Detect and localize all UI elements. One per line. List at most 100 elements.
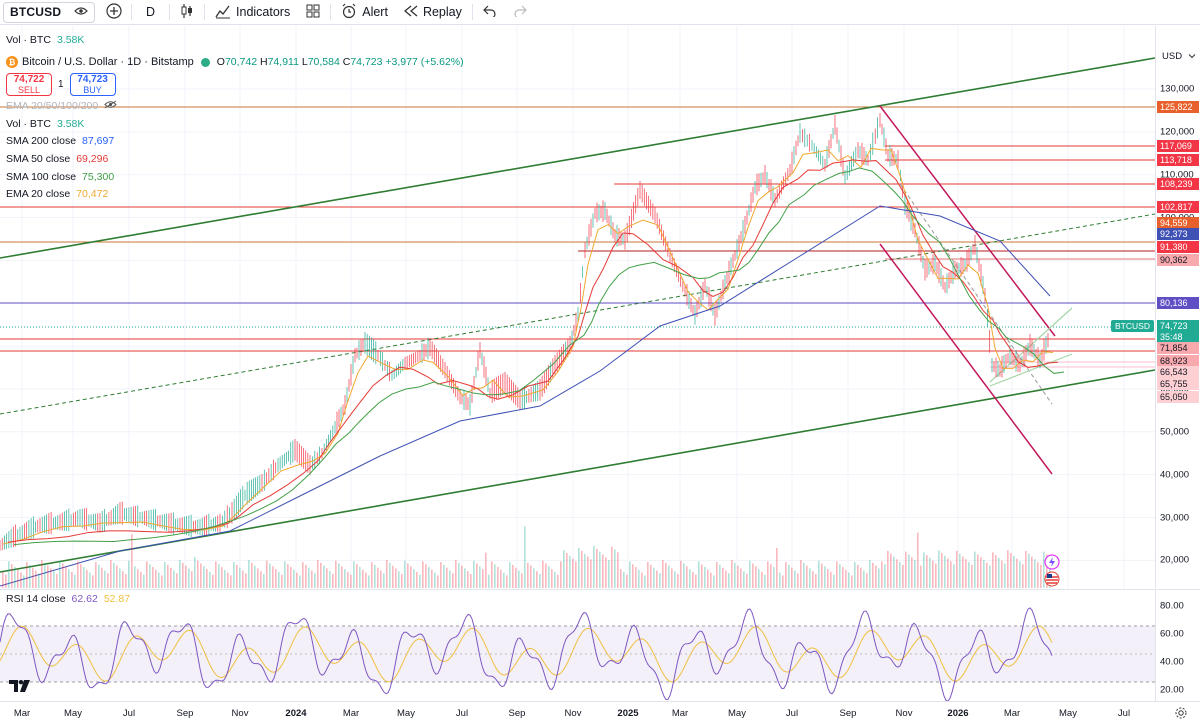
volume-bar [542, 560, 544, 588]
price-level-badge[interactable]: 117,069 [1157, 140, 1199, 152]
legend-sma200[interactable]: SMA 200 close 87,697 [6, 133, 464, 151]
time-tick: Jul [455, 708, 469, 719]
volume-bar [200, 563, 202, 588]
price-level-badge[interactable]: 91,380 [1157, 241, 1199, 253]
volume-bar [257, 568, 259, 588]
interval-button[interactable]: D [134, 0, 167, 25]
volume-bar [326, 568, 328, 588]
price-level-badge[interactable]: 71,854 [1157, 342, 1199, 354]
volume-bar [266, 560, 268, 588]
price-level-badge[interactable]: 108,239 [1157, 178, 1199, 190]
symbol-title[interactable]: Bitcoin / U.S. Dollar · 1D · Bitstamp [22, 55, 194, 68]
legend-sma100[interactable]: SMA 100 close 75,300 [6, 169, 464, 187]
volume-bar [791, 567, 793, 588]
price-level-badge[interactable]: 113,718 [1157, 154, 1199, 166]
currency-label[interactable]: USD [1162, 51, 1183, 62]
price-level-badge[interactable]: 68,923 [1157, 355, 1199, 367]
volume-bar [53, 571, 55, 588]
legend-ema20[interactable]: EMA 20 close 70,472 [6, 186, 464, 204]
price-level-badge[interactable]: 66,543 [1157, 366, 1199, 378]
gear-icon[interactable] [1174, 706, 1188, 723]
price-level-badge[interactable]: 102,817 [1157, 201, 1199, 213]
price-level-badge[interactable]: 94,559 [1157, 217, 1199, 229]
compare-button[interactable] [99, 0, 129, 25]
hidden-eye-icon[interactable] [104, 98, 117, 116]
legend-sma50[interactable]: SMA 50 close 69,296 [6, 151, 464, 169]
volume-bar [41, 560, 43, 588]
volume-bar [449, 570, 451, 588]
buy-button[interactable]: 74,723 BUY [69, 73, 116, 97]
volume-bar [29, 564, 31, 588]
volume-bar [17, 569, 19, 588]
volume-bar [65, 566, 67, 588]
price-level-badge[interactable]: 65,755 [1157, 378, 1199, 390]
time-tick: Mar [671, 708, 689, 719]
sma100-line [13, 167, 1065, 546]
volume-bar [350, 574, 352, 588]
sell-button[interactable]: 74,722 SELL [6, 73, 52, 97]
rsi-axis[interactable]: 80.00 60.00 40.00 20.00 [1155, 589, 1200, 701]
volume-bar [302, 562, 304, 588]
volume-bar [989, 565, 991, 588]
volume-bar [344, 569, 346, 588]
rsi-legend[interactable]: RSI 14 close 62.62 52.87 [6, 593, 130, 605]
candles-icon [180, 3, 194, 22]
replay-button[interactable]: Replay [396, 0, 470, 25]
volume-bar [242, 570, 244, 588]
price-level-badge[interactable]: 92,373 [1157, 228, 1199, 240]
redo-button[interactable] [505, 0, 535, 25]
time-axis[interactable]: Mar May Jul Sep Nov 2024 Mar May Jul Sep Nov 2025 Ma… [0, 701, 1200, 724]
rising-wedge-lower [989, 353, 1073, 387]
volume-bar [554, 571, 556, 588]
undo-button[interactable] [475, 0, 505, 25]
sma50-value: 69,296 [76, 152, 109, 165]
price-level-badge[interactable]: 35:48 [1157, 331, 1199, 343]
layout-button[interactable] [298, 0, 328, 25]
volume-bar [467, 571, 469, 588]
price-level-badge[interactable]: 74,723 [1157, 320, 1199, 332]
volume-bar [833, 574, 835, 588]
legend-volume[interactable]: Vol · BTC 3.58K [6, 116, 464, 134]
price-axis[interactable]: USD 130,000120,000110,000100,00090,00080… [1155, 26, 1200, 588]
volume-bar [854, 562, 856, 588]
price-level-badge[interactable]: 80,136 [1157, 297, 1199, 309]
price-level-badge[interactable]: 65,050 [1157, 391, 1199, 403]
channel-upper-line [0, 57, 1155, 259]
indicators-button[interactable]: Indicators [207, 0, 298, 25]
volume-bar [551, 569, 553, 588]
alert-button[interactable]: Alert [333, 0, 396, 25]
price-level-badge[interactable]: 90,362 [1157, 254, 1199, 266]
volume-bar [263, 574, 265, 588]
sell-label: SELL [17, 85, 41, 96]
volume-bar [509, 562, 511, 588]
volume-bar [944, 555, 946, 588]
buy-price: 74,723 [77, 74, 108, 86]
price-level-badge[interactable]: 125,822 [1157, 101, 1199, 113]
volume-bar [476, 563, 478, 588]
rsi-canvas[interactable] [0, 590, 1155, 701]
price-chart-canvas[interactable] [0, 26, 1155, 588]
chart-type-button[interactable] [172, 0, 202, 25]
volume-bar [365, 572, 367, 588]
volume-bar [815, 574, 817, 588]
us-flag-event-icon[interactable] [1044, 571, 1060, 592]
rsi-pane[interactable] [0, 589, 1155, 701]
volume-bar [311, 570, 313, 588]
volume-bar [623, 571, 625, 588]
tradingview-logo-icon[interactable] [9, 679, 31, 697]
volume-bar [416, 571, 418, 588]
volume-bar [398, 571, 400, 588]
volume-bar [11, 564, 13, 588]
volume-bar [755, 566, 757, 588]
volume-bar [218, 564, 220, 588]
rsi-label: RSI 14 close [6, 593, 66, 605]
symbol-search[interactable]: BTCUSD [3, 1, 95, 23]
dividends-event-icon[interactable] [1044, 554, 1060, 575]
legend-ema-group[interactable]: EMA 20/50/100/200 [6, 98, 464, 116]
price-chart-pane[interactable] [0, 26, 1155, 588]
volume-bar [620, 569, 622, 588]
grid-icon [306, 4, 320, 21]
volume-bar [959, 553, 961, 588]
currency-chevron-icon[interactable] [1188, 52, 1196, 63]
